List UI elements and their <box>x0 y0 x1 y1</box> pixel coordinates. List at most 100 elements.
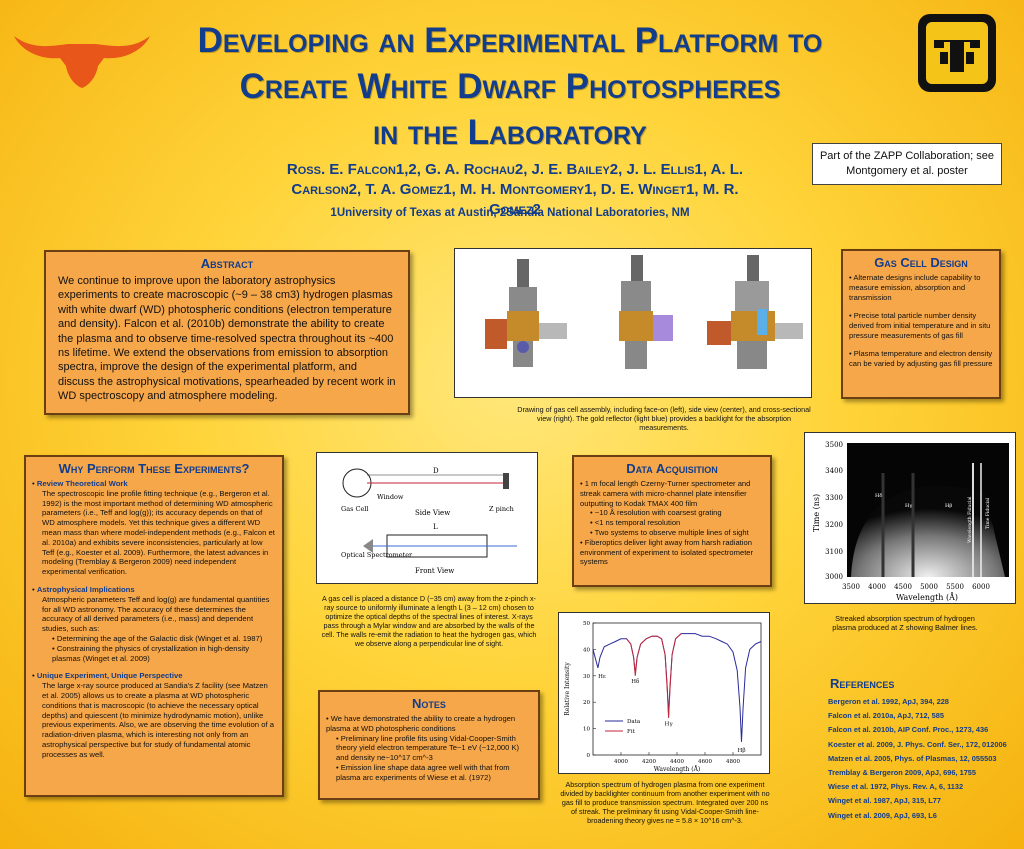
streak-label-0: Hδ <box>875 493 882 499</box>
streak-ytick-5: 3000 <box>825 573 843 581</box>
label-gascell: Gas Cell <box>341 505 368 513</box>
author-list: Ross. E. Falcon1,2, G. A. Rochau2, J. E.… <box>286 161 744 218</box>
label-zpinch: Z pinch <box>489 505 514 513</box>
label-d: D <box>433 467 439 475</box>
streak-label-4: Time Fiducial <box>985 497 991 529</box>
why-b2-sub2: • Constraining the physics of crystalliz… <box>52 643 250 663</box>
streak-xtick-0: 3500 <box>842 583 860 591</box>
why-b1-text: The spectroscopic line profile fitting t… <box>42 488 275 577</box>
longhorn-logo <box>14 36 150 88</box>
y-tick-label: 20 <box>583 700 590 706</box>
daq-heading: Data Acquisition <box>626 461 718 476</box>
spectrum-ylabel: Relative Intensity <box>564 662 571 716</box>
streak-label-2: Hβ <box>945 503 952 509</box>
label-window: Window <box>377 493 404 501</box>
streak-ytick-2: 3300 <box>825 494 843 502</box>
references-list: Bergeron et al. 1992, ApJ, 394, 228 Falco… <box>828 697 1018 825</box>
y-tick-label: 40 <box>583 647 590 653</box>
why-box: Why Perform These Experiments? • Review … <box>24 455 284 797</box>
geometry-figure: D Window Gas Cell Side View Z pinch L Op… <box>316 452 538 584</box>
streak-svg: Hδ Hγ Hβ Wavelength Fiducial Time Fiduci… <box>812 441 1009 602</box>
notes-item-1: • We have demonstrated the ability to cr… <box>326 714 516 733</box>
x-tick-label: 4200 <box>642 759 656 765</box>
reference-item: Falcon et al. 2010a, ApJ, 712, 585 <box>828 711 944 721</box>
series-line-data <box>592 633 762 742</box>
assembly-drawing <box>485 255 803 369</box>
poster-title: Developing an Experimental Platform to C… <box>110 18 910 156</box>
why-b3-text: The large x-ray source produced at Sandi… <box>42 681 275 759</box>
legend-label: Data <box>627 719 641 725</box>
series-line-fit <box>626 633 682 719</box>
x-tick-label: 4800 <box>726 759 740 765</box>
y-tick-label: 30 <box>583 674 590 680</box>
streak-ytick-0: 3500 <box>825 441 843 449</box>
reference-item: Winget et al. 1987, ApJ, 315, L77 <box>828 796 942 806</box>
references-heading: References <box>830 676 895 691</box>
why-b1-title: • Review Theoretical Work <box>32 479 128 488</box>
streak-xtick-2: 4500 <box>894 583 912 591</box>
spectrum-figure: Wavelength (Å) Relative Intensity 4000 42… <box>558 612 770 774</box>
gascell-box: Gas Cell Design • Alternate designs incl… <box>841 249 1001 399</box>
plot-frame <box>592 622 762 756</box>
label-frontview: Front View <box>415 567 454 575</box>
x-tick-label: 4400 <box>670 759 684 765</box>
reference-item: Falcon et al. 2010b, AIP Conf. Proc., 12… <box>828 725 989 735</box>
label-l: L <box>433 523 438 531</box>
why-heading: Why Perform These Experiments? <box>58 461 250 476</box>
line-label: Hγ <box>665 721 674 727</box>
daq-box: Data Acquisition • 1 m focal length Czer… <box>572 455 772 587</box>
why-b3-title: • Unique Experiment, Unique Perspective <box>32 671 183 681</box>
label-optical: Optical Spectrometer <box>341 551 413 559</box>
gascell-item-3: • Plasma temperature and electron densit… <box>849 349 993 368</box>
y-tick-label: 50 <box>583 621 590 627</box>
spectrum-caption: Absorption spectrum of hydrogen plasma f… <box>560 780 770 825</box>
line-label: Hβ <box>738 748 746 754</box>
streak-xtick-3: 5000 <box>920 583 938 591</box>
notes-sub-1: • Preliminary line profile fits using Vi… <box>336 733 520 763</box>
line-label: Hε <box>598 674 606 680</box>
streak-ytick-4: 3100 <box>825 548 843 556</box>
streak-xtick-5: 6000 <box>972 583 990 591</box>
zapp-note: Part of the ZAPP Collaboration; see Mont… <box>812 143 1002 185</box>
gascell-item-1: • Alternate designs include capability t… <box>849 273 981 302</box>
daq-sub-2: • <1 ns temporal resolution <box>590 518 681 528</box>
streak-label-3: Wavelength Fiducial <box>967 496 973 543</box>
streak-xlabel: Wavelength (Å) <box>896 593 958 602</box>
title-line-1: Developing an Experimental Platform to <box>197 21 823 60</box>
reference-item: Matzen et al. 2005, Phys. of Plasmas, 12… <box>828 753 997 763</box>
x-tick-label: 4000 <box>614 759 628 765</box>
notes-sub-2: • Emission line shape data agree well wi… <box>336 762 510 782</box>
streak-xtick-4: 5500 <box>946 583 964 591</box>
y-tick-label: 10 <box>583 727 590 733</box>
notes-heading: Notes <box>412 696 446 711</box>
reference-item: Koester et al. 2009, J. Phys. Conf. Ser.… <box>828 739 1007 749</box>
reference-item: Bergeron et al. 1992, ApJ, 394, 228 <box>828 697 949 706</box>
assembly-caption: Drawing of gas cell assembly, including … <box>517 405 811 432</box>
reference-item: Tremblay & Bergeron 2009, ApJ, 696, 1755 <box>828 767 977 777</box>
legend-label: Fit <box>627 729 636 735</box>
streak-ytick-1: 3400 <box>825 467 843 475</box>
streak-caption: Streaked absorption spectrum of hydrogen… <box>832 614 978 632</box>
abstract-text: We continue to improve upon the laborato… <box>58 275 396 403</box>
why-b2-sub1: • Determining the age of the Galactic di… <box>52 633 263 643</box>
spectrum-chart: Wavelength (Å) Relative Intensity 4000 42… <box>564 621 762 773</box>
geometry-caption: A gas cell is placed a distance D (~35 c… <box>321 594 537 648</box>
abstract-box: Abstract We continue to improve upon the… <box>44 250 410 415</box>
title-line-2: Create White Dwarf Photospheres <box>239 67 781 106</box>
streak-figure: Hδ Hγ Hβ Wavelength Fiducial Time Fiduci… <box>804 432 1016 604</box>
abstract-heading: Abstract <box>200 256 254 271</box>
reference-item: Winget et al. 2009, ApJ, 693, L6 <box>828 810 937 820</box>
spectrum-xlabel: Wavelength (Å) <box>654 765 701 773</box>
daq-sub-1: • ~10 Å resolution with coarsest grating <box>590 508 722 518</box>
daq-item-2: • Fiberoptics deliver light away from ha… <box>580 537 754 567</box>
label-sideview: Side View <box>415 509 450 517</box>
gascell-item-2: • Precise total particle number density … <box>849 311 991 340</box>
y-tick-label: 0 <box>587 753 591 759</box>
streak-ylabel: Time (ns) <box>812 494 821 532</box>
affiliations: 1University of Texas at Austin, 2Sandia … <box>330 207 690 219</box>
line-label: Hδ <box>631 679 640 685</box>
why-b2-title: • Astrophysical Implications <box>32 584 135 594</box>
daq-item-1: • 1 m focal length Czerny-Turner spectro… <box>580 479 751 508</box>
why-b2-text: Atmospheric parameters Teff and log(g) a… <box>42 594 270 634</box>
notes-box: Notes • We have demonstrated the ability… <box>318 690 540 800</box>
